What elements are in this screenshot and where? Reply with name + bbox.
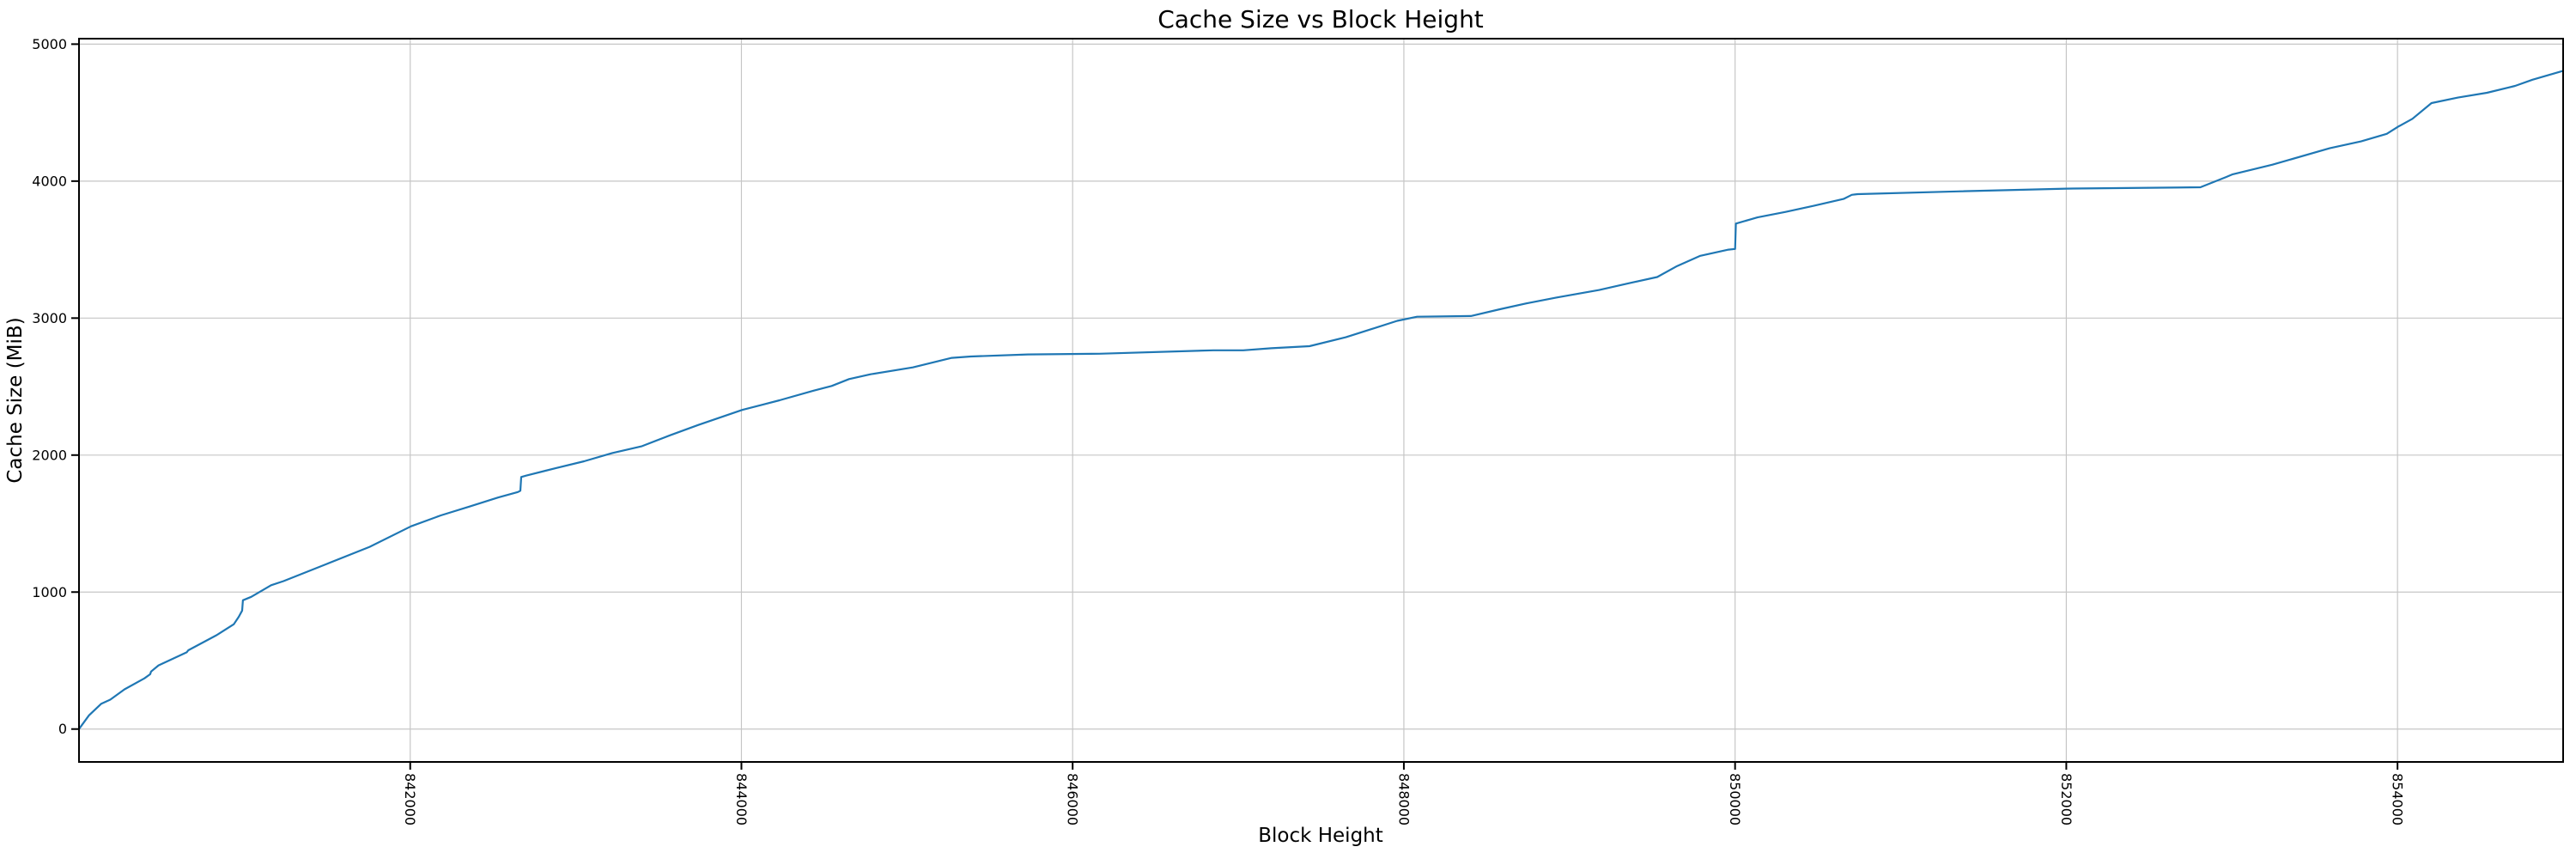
data-layer [77, 70, 2565, 730]
chart-title: Cache Size vs Block Height [1157, 5, 1484, 34]
x-axis-label: Block Height [1258, 825, 1383, 847]
y-tick-label: 4000 [32, 173, 67, 189]
x-tick-label: 842000 [402, 773, 418, 825]
y-tick-label: 0 [58, 721, 67, 737]
y-tick-label: 1000 [32, 584, 67, 600]
grid-layer [79, 39, 2563, 762]
x-tick-label: 846000 [1065, 773, 1081, 825]
x-tick-label: 850000 [1727, 773, 1743, 825]
x-tick-label: 848000 [1395, 773, 1412, 825]
y-tick-label: 2000 [32, 447, 67, 463]
y-tick-label: 3000 [32, 310, 67, 326]
x-tick-label: 844000 [733, 773, 750, 825]
tick-layer: 842000 844000 846000 848000 850000 852000 8540… [32, 36, 2405, 825]
x-tick-label: 854000 [2390, 773, 2406, 825]
y-axis-label: Cache Size (MiB) [4, 317, 27, 483]
plot-border [78, 38, 2564, 763]
y-tick-label: 5000 [32, 36, 67, 52]
x-tick-label: 852000 [2058, 773, 2075, 825]
cache-size-line [77, 70, 2565, 730]
